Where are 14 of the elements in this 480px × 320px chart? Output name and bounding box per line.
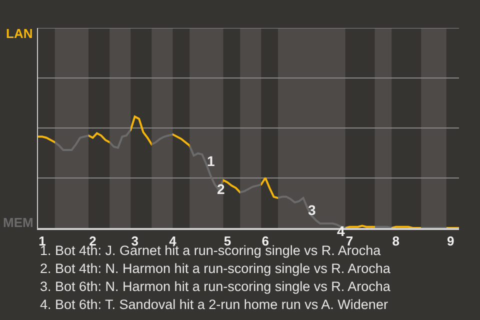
text: 3. Bot 6th: N. Harmon hit a run-scoring single vs R. Arocha [40,279,391,294]
x-tick-label: 7 [346,233,354,248]
annotation: 3 [308,202,316,218]
x-tick-label: 6 [262,233,269,248]
annotation: 2 [217,181,225,197]
x-tick-label: 9 [446,233,454,248]
annotation: 1 [207,153,215,169]
text: 2. Bot 4th: N. Harmon hit a run-scoring single vs R. Arocha [40,261,391,276]
text: 4. Bot 6th: T. Sandoval hit a 2-run home run vs A. Widener [40,297,388,312]
x-tick-label: 3 [131,233,138,248]
x-tick-label: 5 [224,233,232,248]
text: MEM [3,215,34,230]
text: LAN [6,26,33,41]
x-tick-label: 8 [392,233,400,248]
